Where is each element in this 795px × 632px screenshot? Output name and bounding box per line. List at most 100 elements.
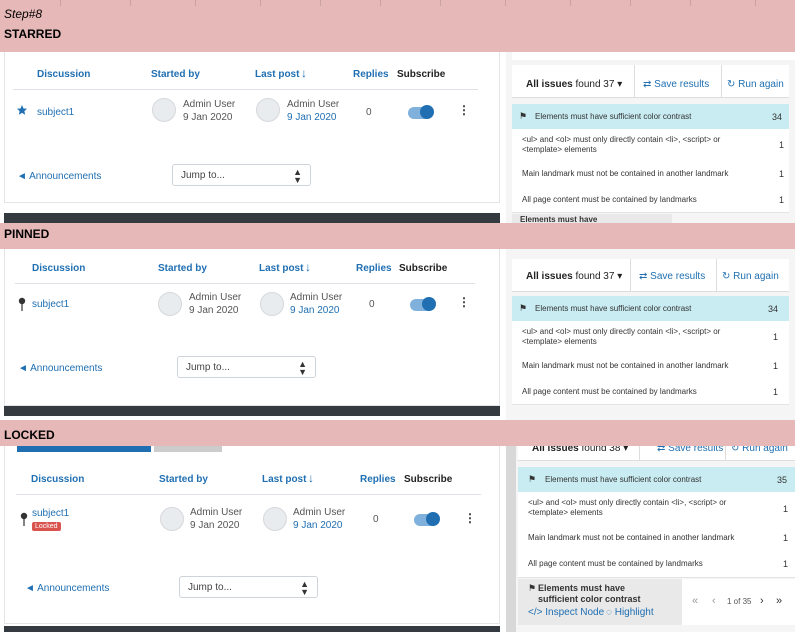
tab-inactive-indicator[interactable] [154,446,222,452]
last-post-date-link[interactable]: 9 Jan 2020 [293,520,343,531]
header-replies[interactable]: Replies [356,263,392,274]
all-issues-dropdown[interactable]: All issues found 38 ▾ [532,446,629,454]
jump-to-select[interactable]: Jump to... ▲ ▼ [172,164,311,186]
forum-panel: Discussion Started by Last post ↓ Replie… [0,249,506,420]
started-by-user[interactable]: Admin User [183,99,236,110]
issue-text: Main landmark must not be contained in a… [528,533,735,542]
sort-arrow-icon: ↓ [305,260,311,274]
header-started-by[interactable]: Started by [151,69,200,80]
last-post-date-link[interactable]: 9 Jan 2020 [290,305,340,316]
sort-arrow-icon: ↓ [301,66,307,80]
subscribe-toggle[interactable] [410,297,436,311]
more-actions-icon[interactable]: ⋮ [458,295,470,309]
pin-icon [18,297,26,311]
header-discussion[interactable]: Discussion [37,69,91,80]
footer-bar [4,406,500,416]
first-page-icon[interactable]: « [692,595,699,607]
issue-row[interactable]: Main landmark must not be contained in a… [518,525,795,552]
last-page-icon[interactable]: » [776,595,783,607]
select-arrows-icon: ▲ ▼ [298,359,307,377]
issue-detail-title: Elements must have [520,215,598,223]
flag-icon: ⚑ [528,583,537,593]
star-icon[interactable] [16,104,28,116]
issue-row[interactable]: ⚑ Elements must have sufficient color co… [512,296,789,322]
issue-row[interactable]: ⚑ Elements must have sufficient color co… [512,104,789,130]
header-last-post[interactable]: Last post [255,69,300,80]
header-subscribe: Subscribe [397,69,446,80]
issue-row[interactable]: All page content must be contained by la… [512,379,789,405]
issue-detail-header: ⚑ Elements must have sufficient color co… [518,579,682,625]
sort-arrow-icon: ↓ [308,471,314,485]
more-actions-icon[interactable]: ⋮ [458,103,470,117]
header-last-post[interactable]: Last post [262,474,307,485]
discussion-link[interactable]: subject1 [37,107,75,118]
accessibility-panel: All issues found 37 ▾ ⇄ Save results ↻ R… [506,52,795,223]
header-started-by[interactable]: Started by [158,263,207,274]
all-issues-dropdown[interactable]: All issues found 37 ▾ [526,271,623,282]
issue-text: All page content must be contained by la… [522,387,697,396]
last-post-user[interactable]: Admin User [290,292,343,303]
started-date: 9 Jan 2020 [183,112,233,123]
issue-row[interactable]: <ul> and <ol> must only directly contain… [518,492,795,526]
save-results-button[interactable]: ⇄ Save results [657,446,724,454]
issue-row[interactable]: Main landmark must not be contained in a… [512,353,789,380]
subscribe-toggle[interactable] [414,512,440,526]
announcements-link[interactable]: ◄ Announcements [17,171,102,182]
prev-page-icon[interactable]: ‹ [712,595,716,607]
footer-bar [4,213,500,223]
issue-row[interactable]: All page content must be contained by la… [518,551,795,578]
avatar [152,98,176,122]
header-started-by[interactable]: Started by [159,474,208,485]
issue-count: 1 [773,387,779,397]
run-again-button[interactable]: ↻ Run again [731,446,788,454]
jump-to-select[interactable]: Jump to... ▲ ▼ [179,576,318,598]
pin-icon [20,512,28,526]
section-label: PINNED [4,227,50,241]
jump-to-select[interactable]: Jump to... ▲ ▼ [177,356,316,378]
discussion-link[interactable]: subject1 [32,299,70,310]
last-post-date-link[interactable]: 9 Jan 2020 [287,112,337,123]
started-by-user[interactable]: Admin User [189,292,242,303]
announcements-link[interactable]: ◄ Announcements [18,363,103,374]
header-last-post[interactable]: Last post [259,263,304,274]
discussion-link[interactable]: subject1 [32,508,70,519]
all-issues-dropdown[interactable]: All issues found 37 ▾ [526,79,623,90]
started-by-user[interactable]: Admin User [190,507,243,518]
issue-row[interactable]: <ul> and <ol> must only directly contain… [512,129,789,162]
next-page-icon[interactable]: › [760,595,764,607]
run-again-button[interactable]: ↻ Run again [727,79,784,90]
subscribe-toggle[interactable] [408,105,434,119]
header-replies[interactable]: Replies [353,69,389,80]
step-label: Step#8 [4,7,43,21]
issue-detail-title: Elements must have sufficient color cont… [538,583,641,604]
issue-count: 1 [783,559,789,569]
issue-row[interactable]: Main landmark must not be contained in a… [512,161,789,188]
header-subscribe: Subscribe [399,263,448,274]
section-band-locked [0,420,795,446]
header-discussion[interactable]: Discussion [31,474,85,485]
header-replies[interactable]: Replies [360,474,396,485]
run-again-button[interactable]: ↻ Run again [722,271,779,282]
issue-text: <ul> and <ol> must only directly contain… [522,135,721,154]
issue-count: 34 [768,304,779,314]
issue-row[interactable]: All page content must be contained by la… [512,187,789,213]
announcements-link[interactable]: ◄ Announcements [25,583,110,594]
more-actions-icon[interactable]: ⋮ [464,511,476,525]
last-post-user[interactable]: Admin User [287,99,340,110]
inspect-node-button[interactable]: </> Inspect Node [528,607,605,618]
tab-active-indicator[interactable] [17,446,151,452]
header-discussion[interactable]: Discussion [32,263,86,274]
issue-count: 1 [779,169,785,179]
issue-text: All page content must be contained by la… [528,559,703,568]
issue-count: 35 [777,475,788,485]
divider [16,494,481,495]
save-results-button[interactable]: ⇄ Save results [639,271,706,282]
highlight-button[interactable]: ◌ Highlight [606,607,654,618]
avatar [256,98,280,122]
issue-row[interactable]: ⚑ Elements must have sufficient color co… [518,467,795,493]
save-results-button[interactable]: ⇄ Save results [643,79,710,90]
divider [13,89,478,90]
last-post-user[interactable]: Admin User [293,507,346,518]
scrollbar[interactable] [506,446,516,632]
issue-row[interactable]: <ul> and <ol> must only directly contain… [512,321,789,354]
